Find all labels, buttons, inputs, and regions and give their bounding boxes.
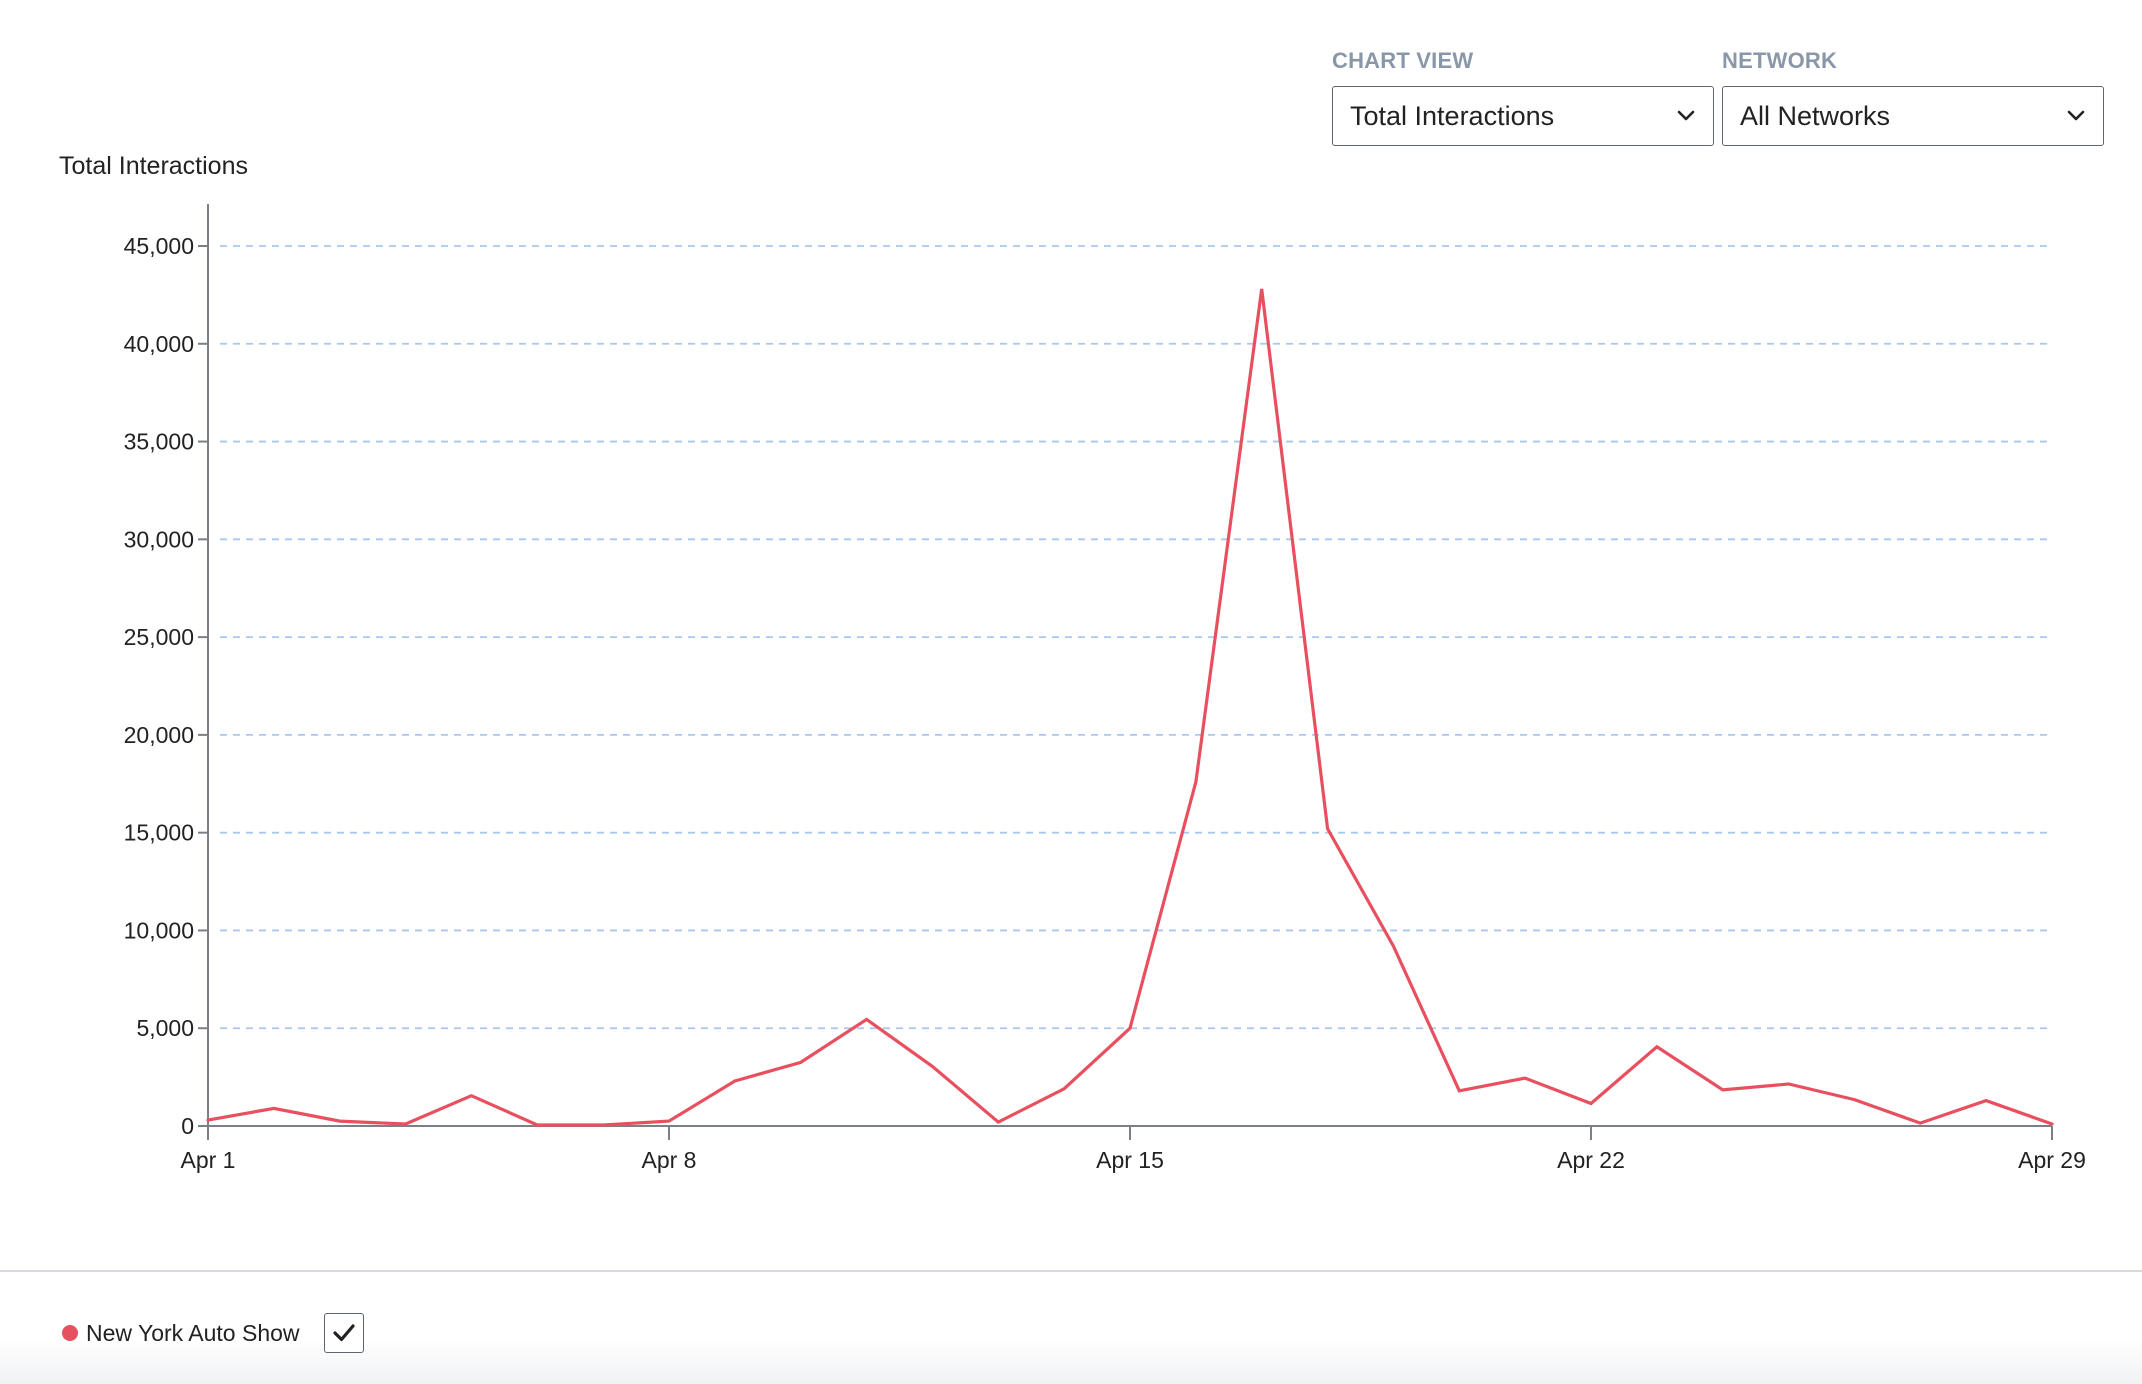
- data-point: [1193, 779, 1199, 785]
- axes: [198, 204, 2053, 1140]
- series-line: [206, 288, 2054, 1127]
- y-tick-label: 10,000: [124, 917, 194, 943]
- y-tick-label: 15,000: [124, 820, 194, 846]
- gridlines: [220, 245, 2052, 1030]
- data-point: [1061, 1086, 1067, 1092]
- x-tick-label: Apr 15: [1096, 1147, 1164, 1173]
- line-chart: 0 5,000 10,000 15,000 20,000 25,000 30,000 35,0…: [124, 204, 2086, 1173]
- data-point: [1917, 1120, 1923, 1126]
- y-tick-label: 45,000: [124, 233, 194, 259]
- chart-view-label: CHART VIEW: [1332, 48, 1474, 73]
- data-point: [2049, 1121, 2055, 1127]
- y-tick-label: 25,000: [124, 624, 194, 650]
- data-point: [929, 1063, 935, 1069]
- chart-view-select[interactable]: Total Interactions: [1332, 86, 1714, 146]
- y-axis-title: Total Interactions: [59, 152, 248, 180]
- network-value: All Networks: [1740, 100, 1891, 131]
- y-tick-label: 40,000: [124, 331, 194, 357]
- series-toggle-checkbox[interactable]: [323, 1313, 364, 1353]
- y-tick-label: 5,000: [136, 1015, 194, 1041]
- data-point: [798, 1059, 804, 1065]
- data-point: [1325, 826, 1331, 832]
- divider: [0, 1270, 2142, 1272]
- y-tick-label: 20,000: [124, 722, 194, 748]
- chevron-down-icon: [2067, 110, 2085, 121]
- data-point: [271, 1105, 277, 1111]
- x-tick-label: Apr 8: [642, 1147, 697, 1173]
- chevron-down-icon: [1677, 110, 1695, 121]
- network-label: NETWORK: [1722, 48, 1838, 73]
- data-point: [1456, 1088, 1462, 1094]
- data-point: [403, 1121, 409, 1127]
- x-tick-label: Apr 1: [181, 1147, 236, 1173]
- x-tick-labels: Apr 1 Apr 8 Apr 15 Apr 22 Apr 29: [181, 1147, 2086, 1173]
- data-point: [1522, 1075, 1528, 1081]
- data-point: [600, 1122, 606, 1128]
- data-point: [1259, 286, 1265, 292]
- data-point: [732, 1078, 738, 1084]
- y-tick-label: 30,000: [124, 526, 194, 552]
- data-point: [1127, 1025, 1133, 1031]
- y-tick-labels: 0 5,000 10,000 15,000 20,000 25,000 30,000 35,0…: [124, 233, 194, 1139]
- data-point: [1720, 1087, 1726, 1093]
- legend-label: New York Auto Show: [86, 1319, 300, 1346]
- data-point: [864, 1016, 870, 1022]
- checkmark-icon: [332, 1324, 355, 1342]
- x-tick-label: Apr 29: [2018, 1147, 2086, 1173]
- data-point: [1851, 1097, 1857, 1103]
- data-point: [1390, 943, 1396, 949]
- y-tick-label: 35,000: [124, 429, 194, 455]
- data-point: [534, 1122, 540, 1128]
- network-select[interactable]: All Networks: [1722, 86, 2104, 146]
- data-point: [468, 1093, 474, 1099]
- x-tick-label: Apr 22: [1557, 1147, 1625, 1173]
- y-tick-label: 0: [181, 1113, 194, 1139]
- legend-dot: [62, 1325, 78, 1341]
- data-point: [1983, 1098, 1989, 1104]
- data-point: [666, 1118, 672, 1124]
- data-point: [205, 1117, 211, 1123]
- data-point: [1654, 1044, 1660, 1050]
- data-point: [337, 1118, 343, 1124]
- data-point: [1786, 1081, 1792, 1087]
- series-layer: [205, 286, 2055, 1128]
- chart-view-value: Total Interactions: [1350, 100, 1555, 131]
- data-point: [1588, 1101, 1594, 1107]
- legend: New York Auto Show: [62, 1313, 364, 1353]
- data-point: [995, 1119, 1001, 1125]
